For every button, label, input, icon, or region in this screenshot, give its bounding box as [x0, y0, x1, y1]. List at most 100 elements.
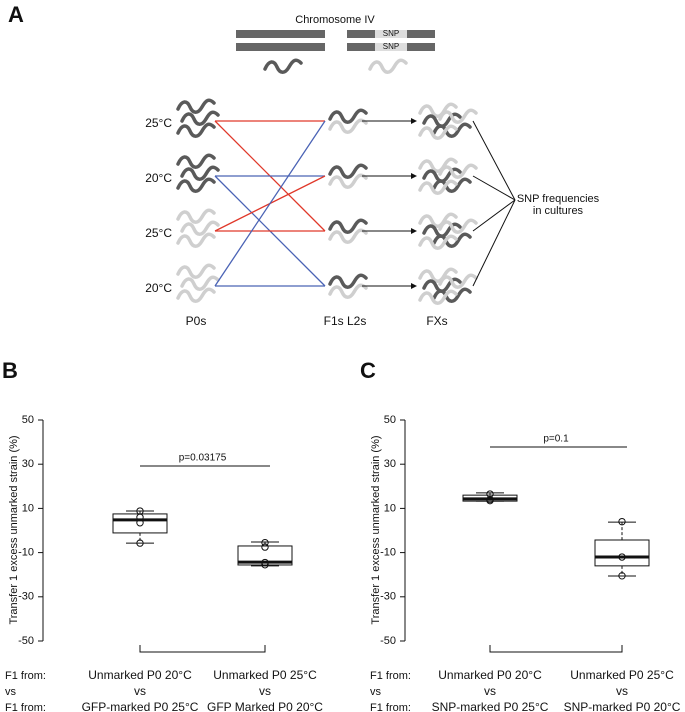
- chromosome-bar: [407, 30, 435, 38]
- data-point: [618, 572, 626, 580]
- y-tick-label: 30: [22, 458, 34, 470]
- y-tick-label: -30: [18, 591, 34, 603]
- worm: [328, 283, 368, 299]
- worm: [418, 157, 458, 173]
- panel-label: C: [360, 358, 376, 383]
- data-point: [261, 543, 269, 551]
- category-label: SNP-marked P0 20°C: [564, 700, 681, 712]
- category-label: vs: [484, 684, 496, 698]
- y-axis-label: Transfer 1 excess unmarked strain (%): [8, 435, 20, 624]
- converge-line: [472, 199, 516, 232]
- worm: [328, 173, 368, 189]
- category-label: Unmarked P0 20°C: [88, 668, 192, 682]
- chromosome-bar: [347, 30, 375, 38]
- row-label: F1 from:: [5, 702, 46, 712]
- y-tick-label: 50: [384, 414, 396, 426]
- output-label: in cultures: [533, 205, 584, 217]
- worm: [180, 110, 220, 126]
- cross-line: [214, 120, 326, 287]
- row-label: F1 from:: [370, 670, 411, 682]
- p-value: p=0.1: [543, 434, 569, 445]
- temperature-label: 20°C: [145, 281, 172, 295]
- worm: [180, 220, 220, 236]
- y-tick-label: -50: [380, 635, 396, 647]
- snp-label: SNP: [383, 29, 399, 38]
- worm: [418, 124, 458, 140]
- y-tick-label: -10: [380, 547, 396, 559]
- column-label: P0s: [186, 314, 207, 328]
- data-point: [136, 539, 144, 547]
- data-point: [136, 513, 144, 521]
- snp-region: [375, 43, 407, 51]
- worm: [328, 108, 368, 124]
- data-point: [261, 558, 269, 567]
- category-label: Unmarked P0 25°C: [570, 668, 674, 682]
- category-bracket: [489, 645, 623, 653]
- data-point: [136, 519, 144, 527]
- data-point: [618, 517, 626, 526]
- y-tick-label: -30: [380, 591, 396, 603]
- worm: [418, 289, 458, 305]
- worm: [438, 273, 478, 289]
- worm: [438, 163, 478, 179]
- data-point: [486, 496, 494, 505]
- converge-line: [472, 175, 516, 201]
- y-tick-label: -10: [18, 547, 34, 559]
- converge-line: [472, 120, 516, 201]
- converge-line: [472, 199, 516, 287]
- snp-label: SNP: [383, 42, 399, 51]
- worm: [328, 118, 368, 134]
- y-tick-label: 10: [22, 502, 34, 514]
- worm: [432, 287, 472, 303]
- worm: [176, 122, 216, 138]
- worm: [438, 108, 478, 124]
- category-label: Unmarked P0 20°C: [438, 668, 542, 682]
- y-tick-label: 10: [384, 502, 396, 514]
- row-label: vs: [5, 686, 17, 698]
- chromosome-bar: [236, 30, 325, 38]
- row-label: vs: [370, 686, 382, 698]
- worm: [176, 208, 216, 224]
- data-point: [261, 561, 269, 569]
- box: [594, 539, 650, 567]
- worm: [180, 165, 220, 181]
- chromosome-bar: [236, 43, 325, 51]
- worm: [418, 102, 458, 118]
- row-label: F1 from:: [5, 670, 46, 682]
- worm: [176, 287, 216, 303]
- worm: [432, 122, 472, 138]
- y-tick-label: 50: [22, 414, 34, 426]
- category-label: vs: [616, 684, 628, 698]
- worm: [368, 58, 408, 74]
- worm: [328, 228, 368, 244]
- p-value: p=0.03175: [179, 453, 227, 464]
- column-label: FXs: [426, 314, 447, 328]
- worm: [418, 234, 458, 250]
- panel-label: A: [8, 2, 24, 27]
- worm: [432, 232, 472, 248]
- temperature-label: 20°C: [145, 171, 172, 185]
- chromosome-bar: [407, 43, 435, 51]
- temperature-label: 25°C: [145, 226, 172, 240]
- category-label: GFP Marked P0 20°C: [207, 700, 323, 712]
- worm: [438, 218, 478, 234]
- y-tick-label: 30: [384, 458, 396, 470]
- worm: [176, 153, 216, 169]
- worm: [432, 177, 472, 193]
- worm: [418, 267, 458, 283]
- category-label: GFP-marked P0 25°C: [82, 700, 199, 712]
- output-label: SNP frequencies: [517, 193, 600, 205]
- category-bracket: [139, 645, 266, 653]
- data-point: [618, 553, 626, 561]
- worm: [176, 232, 216, 248]
- temperature-label: 25°C: [145, 116, 172, 130]
- category-label: vs: [134, 684, 146, 698]
- snp-region: [375, 30, 407, 38]
- chromosome-bar: [347, 43, 375, 51]
- worm: [328, 163, 368, 179]
- category-label: vs: [259, 684, 271, 698]
- row-label: F1 from:: [370, 702, 411, 712]
- worm: [180, 275, 220, 291]
